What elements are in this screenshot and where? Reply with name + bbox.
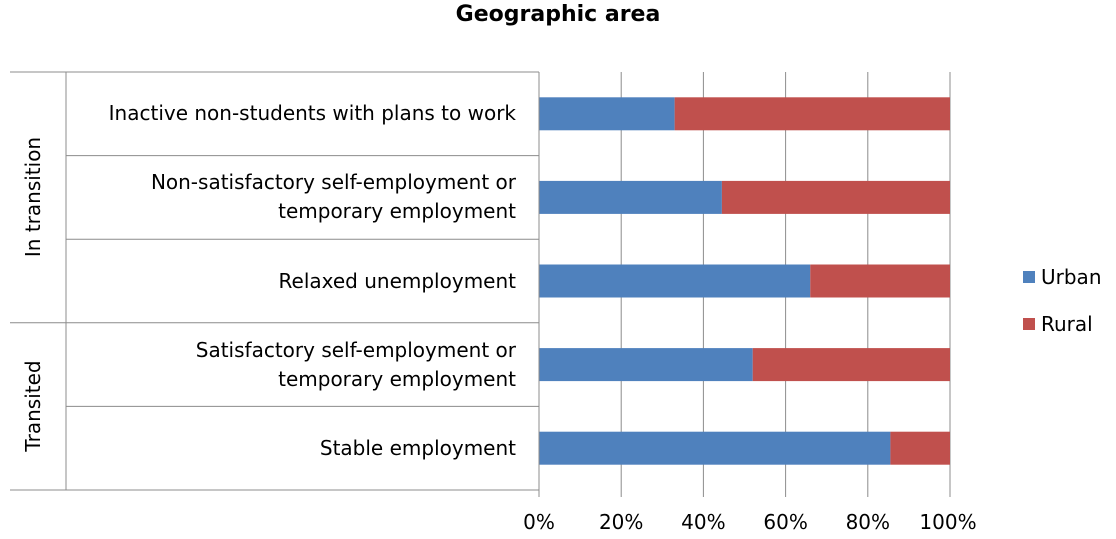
group-label: Transited (21, 360, 45, 453)
legend-item-urban: Urban (1023, 262, 1102, 292)
legend-swatch-urban (1023, 271, 1035, 283)
category-label-line: Non-satisfactory self-employment or (150, 170, 516, 195)
category-label-line: Stable employment (319, 435, 516, 460)
bar-urban-2 (539, 264, 811, 298)
category-label-line: temporary employment (278, 199, 516, 224)
category-label: Satisfactory self-employment or temporary… (196, 336, 516, 394)
category-label-line: Inactive non-students with plans to work (108, 101, 516, 126)
bar-rural-0 (674, 97, 950, 131)
group-label: In transition (21, 137, 45, 258)
bar-rural-1 (721, 180, 950, 214)
x-tick-label: 80% (845, 510, 891, 534)
legend: Urban Rural (1023, 262, 1102, 356)
category-label-line: temporary employment (278, 366, 516, 391)
category-label-line: Relaxed unemployment (278, 268, 516, 293)
bar-urban-0 (539, 97, 675, 131)
legend-swatch-rural (1023, 318, 1035, 330)
bar-urban-4 (539, 431, 891, 465)
legend-label-rural: Rural (1041, 312, 1093, 336)
category-label: Inactive non-students with plans to work (109, 99, 516, 128)
category-label-line: Satisfactory self-employment or (195, 337, 516, 362)
bar-rural-2 (810, 264, 950, 298)
bar-rural-4 (890, 431, 950, 465)
x-tick-label: 40% (681, 510, 726, 534)
bar-rural-3 (752, 348, 950, 382)
category-label: Relaxed unemployment (279, 267, 516, 296)
bar-urban-1 (539, 180, 722, 214)
x-tick-label: 0% (523, 510, 555, 534)
chart-title: Geographic area (455, 2, 661, 27)
legend-label-urban: Urban (1041, 265, 1102, 289)
bar-urban-3 (539, 348, 753, 382)
x-tick-label: 20% (598, 510, 644, 534)
category-label: Non-satisfactory self-employment or tempo… (151, 168, 516, 226)
category-label: Stable employment (320, 434, 516, 463)
x-tick-label: 60% (763, 510, 808, 534)
legend-item-rural: Rural (1023, 309, 1102, 339)
x-tick-label: 100% (919, 510, 977, 534)
